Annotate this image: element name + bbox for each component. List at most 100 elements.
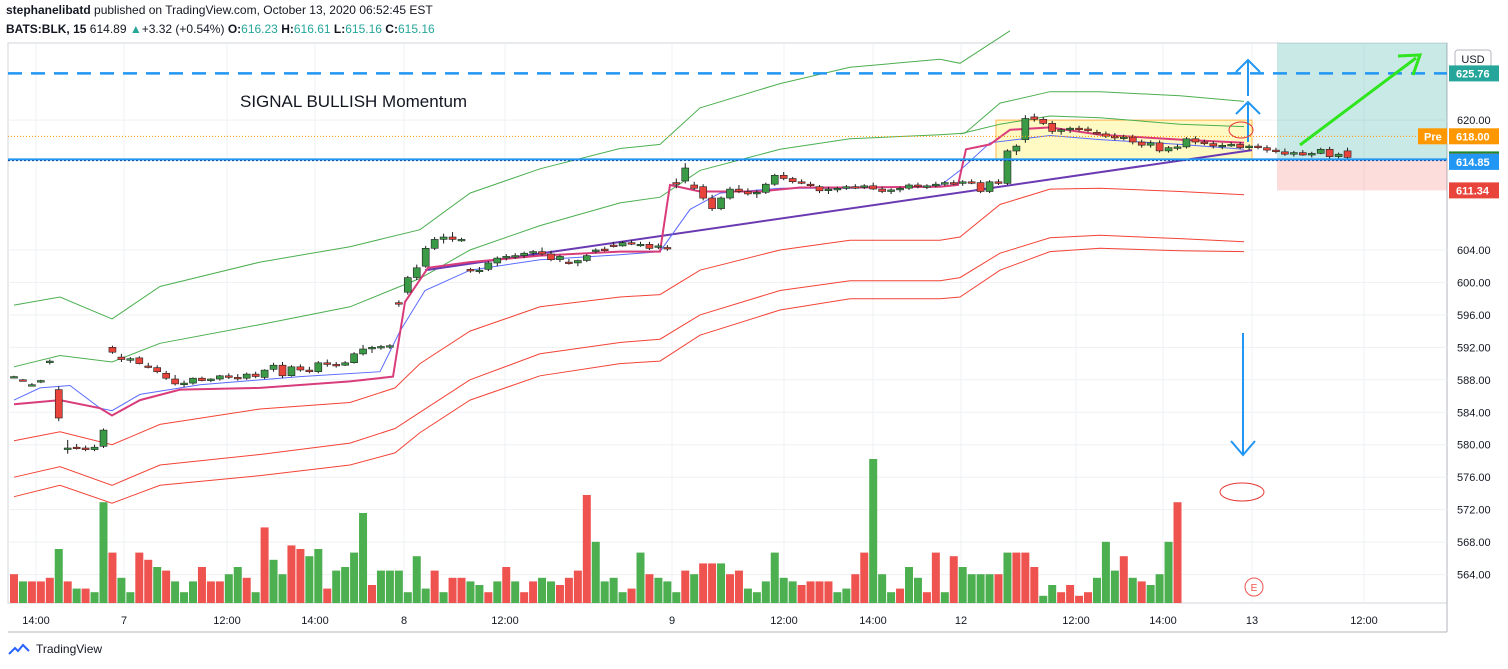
volume-bar [618,592,627,603]
x-tick-label: 8 [401,615,407,627]
volume-bar [1110,570,1119,603]
volume-bar [99,502,108,603]
candle-body [985,181,994,192]
volume-bar [493,581,502,603]
volume-bar [314,549,323,603]
candle-body [72,446,81,450]
volume-bar [976,574,985,603]
x-tick-label: 12:00 [1350,615,1378,627]
volume-bar [896,588,905,603]
candle-body [994,181,1003,184]
earnings-event-icon [1244,577,1264,597]
volume-bar [726,574,734,603]
volume-bar [770,552,779,603]
candle-body [663,247,672,250]
volume-bar [484,592,493,603]
volume-bar [439,592,448,603]
tradingview-brand: TradingView [36,642,103,656]
candle-body [1093,132,1101,135]
close-value: 615.16 [397,22,435,36]
candle-body [1030,116,1039,120]
candle-body [1021,118,1030,140]
volume-bar [18,581,27,603]
x-tick-label: 14:00 [859,615,887,627]
candle-body [672,182,681,185]
volume-bar [788,581,797,603]
volume-bar [1119,556,1128,603]
candle-body [1343,150,1352,158]
candle-body [439,236,448,240]
volume-bar [538,577,547,603]
candle-body [833,188,842,191]
candle-body [269,364,278,370]
candle-body [1111,136,1119,139]
candle-body [1227,144,1235,147]
volume-bar [994,574,1003,603]
volume-bar [985,574,994,603]
publish-info: stephanelibatd published on TradingView.… [6,3,433,17]
open-value: 616.23 [241,22,278,36]
volume-bar [1092,577,1101,603]
candle-body [386,345,394,348]
candle-body [475,269,484,273]
candle-body [735,188,743,192]
volume-bar [457,577,466,603]
price-label-badge [1449,128,1499,145]
volume-bar [90,592,99,603]
candle-body [260,369,269,378]
volume-bar [734,570,743,603]
volume-bar [1003,552,1012,603]
volume-bar [869,459,878,603]
lower-band-3 [13,247,1245,504]
volume-highlight-ellipse [1219,482,1265,502]
x-tick-label: 12:00 [1062,615,1090,627]
volume-bar [215,581,224,603]
volume-bar [448,577,457,603]
candle-body [45,360,54,363]
candle-body [1263,147,1271,151]
volume-bar [117,577,126,603]
volume-bar [260,527,269,603]
candle-body [753,192,761,195]
volume-bar [842,588,851,603]
candle-body [251,373,260,377]
volume-bar [1146,585,1155,603]
candle-body [1102,133,1110,137]
volume-bar [913,577,922,603]
volume-bar [824,581,833,603]
volume-bar [1039,595,1048,603]
candle-body [654,245,663,248]
candle-body [636,244,645,247]
volume-bar [1137,581,1146,603]
currency-label: USD [1461,54,1484,66]
candle-body [547,253,555,260]
volume-bar [180,592,189,603]
stop-zone [1277,159,1447,191]
candle-body [171,378,179,385]
candle-body [1137,141,1146,146]
candle-body [1003,150,1012,184]
candle-body [627,242,636,245]
up-arrows-icon [1235,58,1261,142]
volume-bar [197,567,206,603]
volume-bar [153,567,162,603]
candle-body [1334,153,1343,157]
volume-bar [376,570,385,603]
volume-bar [421,588,430,603]
candle-body [144,365,153,368]
volume-bar [359,513,368,603]
volume-bar [779,577,788,603]
candle-body [1272,149,1280,153]
lower-band-1 [13,187,1245,446]
candle-body [582,255,591,261]
candle-body [511,255,520,258]
volume-bar [672,592,681,603]
candle-body [412,267,421,278]
candle-body [28,384,36,387]
volume-bar [1030,567,1039,603]
candle-body [403,277,412,293]
volume-bar [958,567,967,603]
candle-body [1325,149,1334,157]
y-tick-label: 564.00 [1457,570,1491,582]
